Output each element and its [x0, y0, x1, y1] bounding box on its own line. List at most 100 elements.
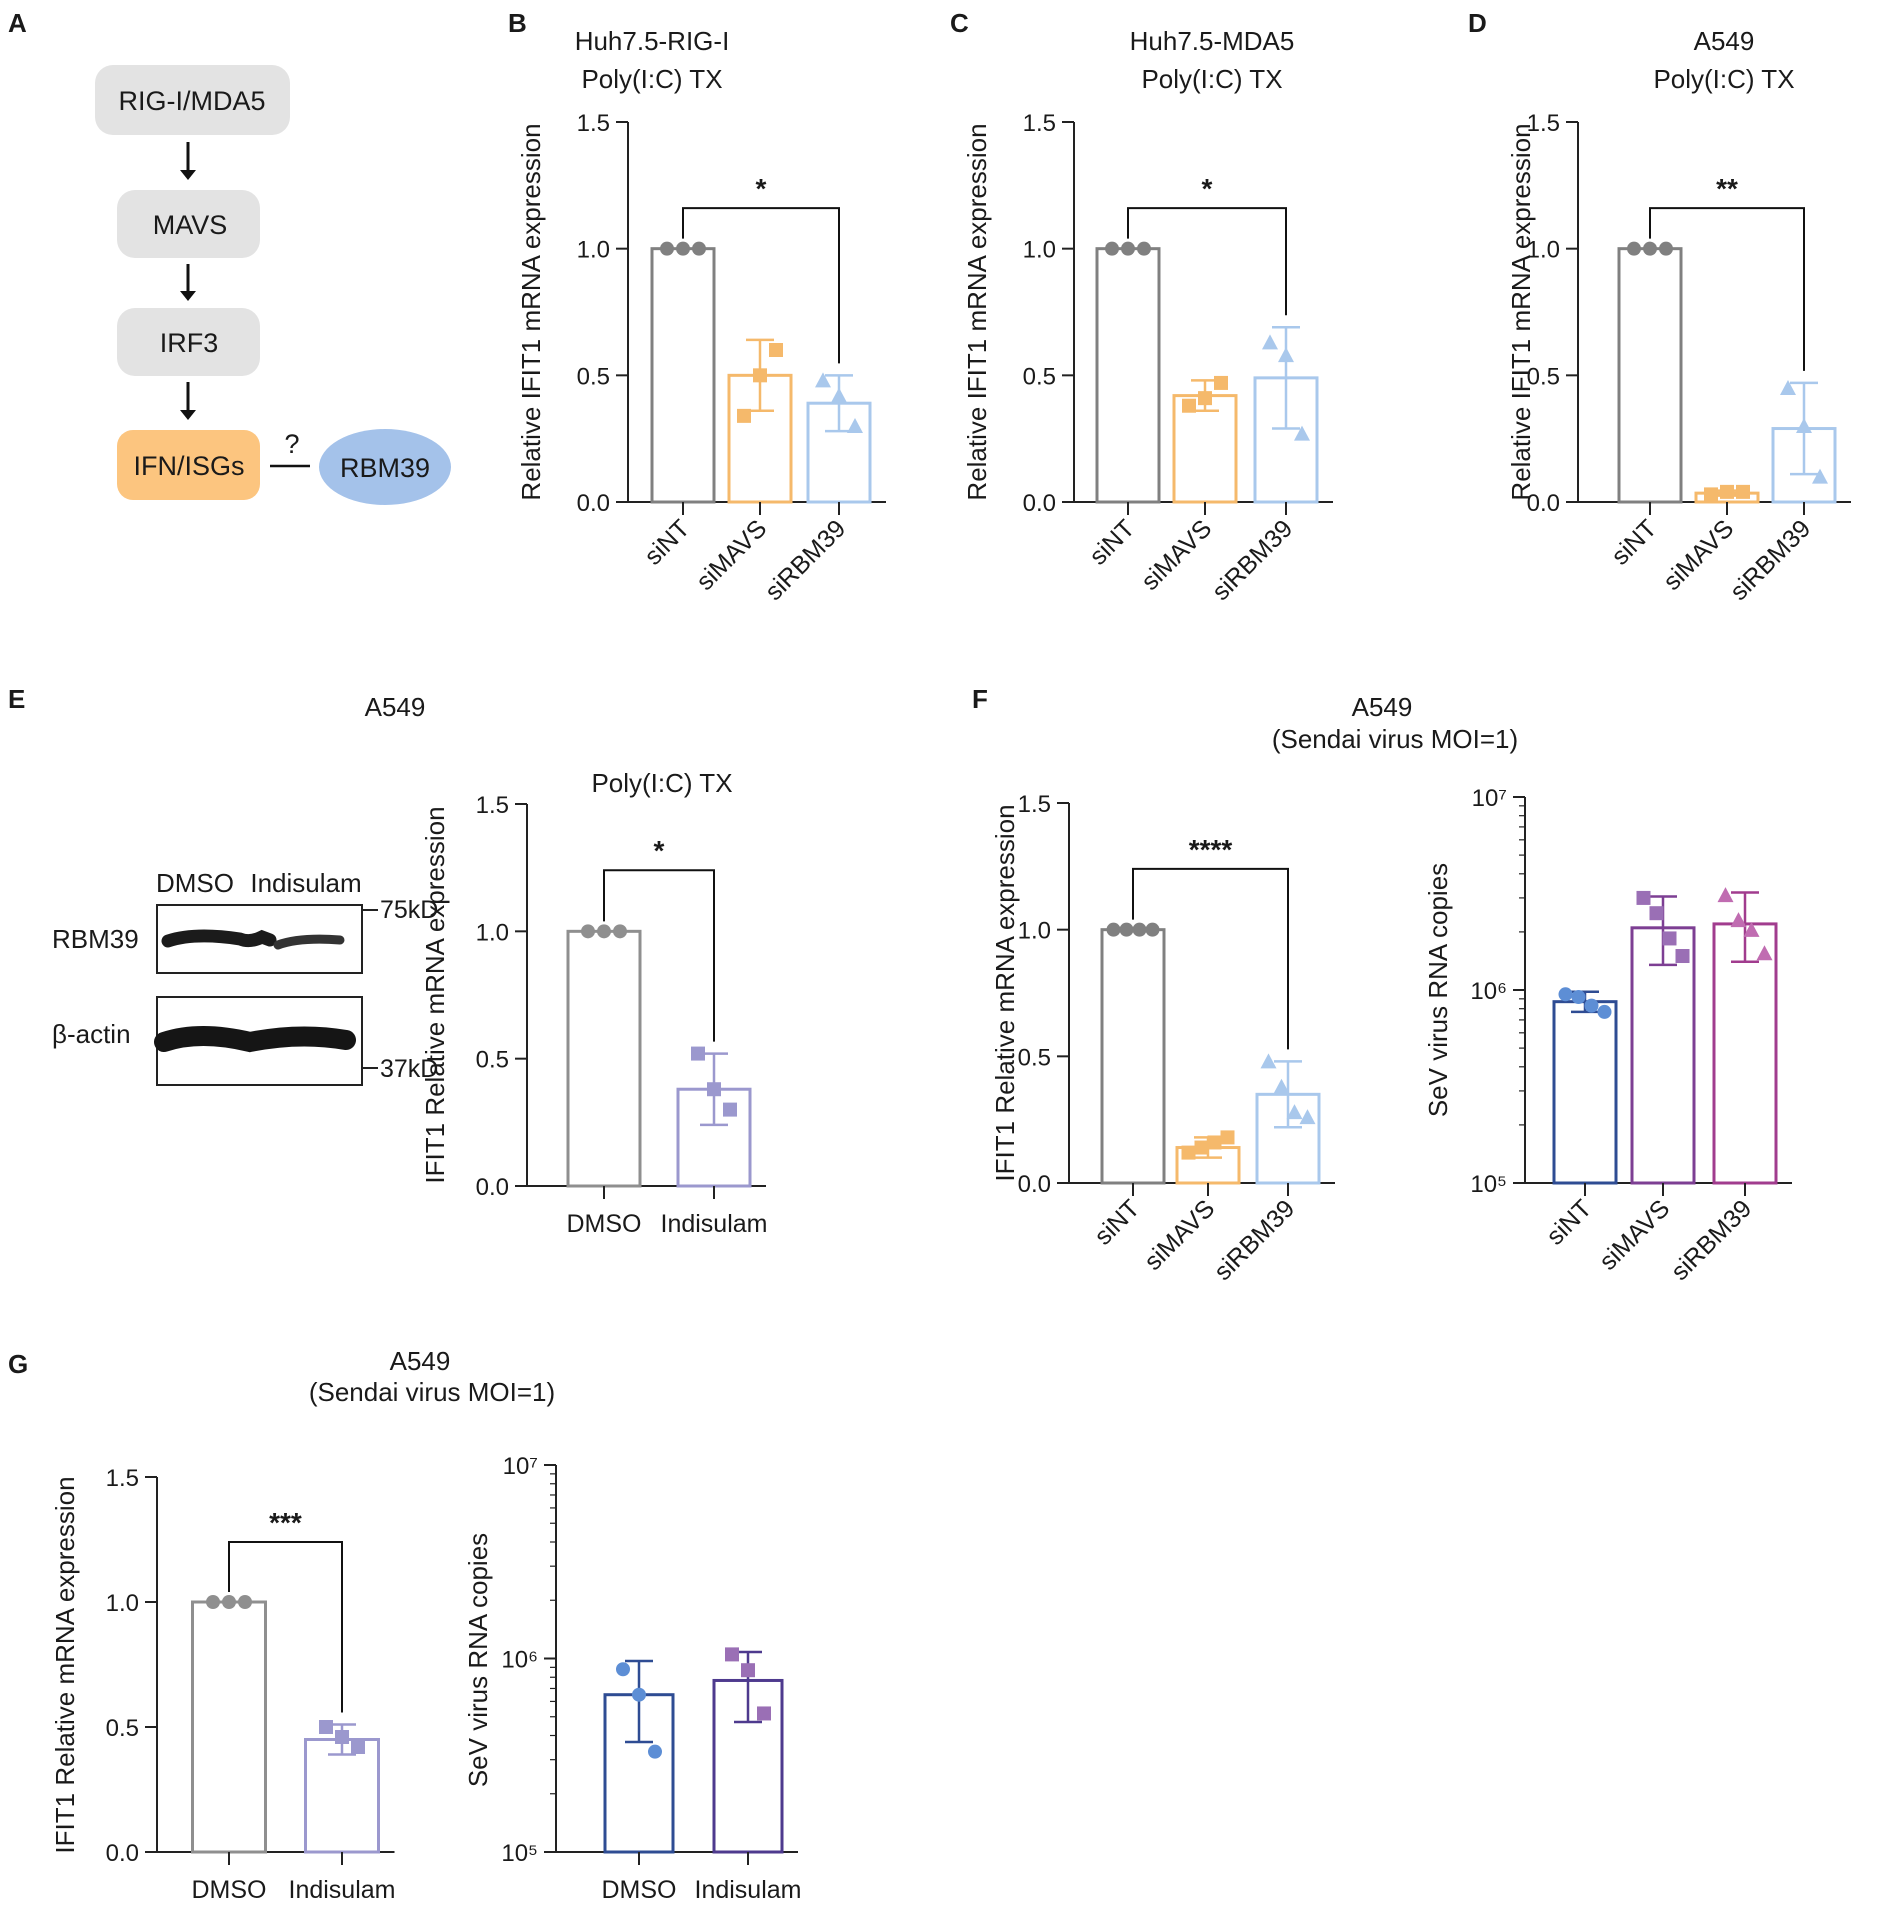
bar-C-siNT	[1095, 247, 1161, 504]
point-G1-DMSO-1	[222, 1595, 236, 1609]
y-tick-label-C-3: 1.5	[1023, 110, 1056, 137]
point-F1-siNT-2	[1132, 922, 1147, 937]
chart-B: B Huh7.5-RIG-I Poly(I:C) TX 0.0 0.5 1.0 1.5 Rel…	[508, 8, 886, 606]
y-tick-label-B-3: 1.5	[577, 110, 610, 137]
chart-G1: G 0.0 0.5 1.0 1.5 IFIT1 Relative mRNA express…	[8, 1349, 396, 1904]
point-D-siMAVS-2	[1736, 484, 1750, 499]
y-tick-label-G2-0: 10⁵	[501, 1840, 538, 1867]
significance-bracket-C	[1127, 207, 1287, 316]
significance-label-C: *	[1202, 173, 1213, 204]
category-label-F2-1: siMAVS	[1594, 1194, 1675, 1275]
chart-title-E-0: Poly(I:C) TX	[591, 768, 732, 798]
y-tick-label-F1-1: 0.5	[1018, 1044, 1051, 1071]
y-tick-label-F1-3: 1.5	[1018, 791, 1051, 818]
point-F2-siRBM39-0	[1717, 887, 1734, 903]
point-C-siRBM39-2	[1294, 425, 1310, 441]
point-G1-DMSO-2	[238, 1595, 252, 1609]
point-G2-DMSO-2	[648, 1744, 662, 1759]
y-tick-label-F2-1: 10⁶	[1470, 978, 1507, 1005]
point-D-siNT-1	[1643, 241, 1657, 256]
y-tick-label-B-0: 0.0	[577, 490, 610, 517]
y-tick-label-E-2: 1.0	[476, 919, 509, 946]
point-F1-siMAVS-0	[1181, 1145, 1196, 1160]
y-tick-label-F1-2: 1.0	[1018, 918, 1051, 945]
flow-node-ifn-box	[117, 430, 260, 500]
point-B-siNT-2	[692, 241, 706, 256]
blot-lane-indisulam: Indisulam	[250, 868, 361, 898]
point-F2-siMAVS-0	[1636, 890, 1651, 905]
panel-f-title-line2: (Sendai virus MOI=1)	[1272, 724, 1518, 754]
y-tick-label-D-1: 0.5	[1527, 363, 1560, 390]
blot-rbm39-band-indisulam	[273, 934, 345, 950]
point-D-siRBM39-2	[1812, 468, 1828, 484]
point-D-siRBM39-0	[1780, 380, 1796, 395]
y-axis-label-E: IFIT1 Relative mRNA expression	[420, 806, 450, 1183]
panel-g-title-line1: A549	[390, 1346, 451, 1376]
blot-row-rbm39: RBM39	[52, 924, 139, 954]
chart-title-B-1: Poly(I:C) TX	[581, 64, 722, 94]
bar-D-siNT	[1617, 247, 1683, 504]
category-label-F2-0: siNT	[1541, 1194, 1597, 1250]
y-tick-label-E-1: 0.5	[476, 1047, 509, 1074]
panel-label-G1: G	[8, 1349, 28, 1379]
point-G2-Indisulam-1	[741, 1663, 755, 1678]
point-D-siNT-2	[1659, 241, 1673, 256]
point-C-siMAVS-2	[1214, 375, 1228, 390]
flow-arrowhead-2	[180, 291, 196, 301]
chart-title-B-0: Huh7.5-RIG-I	[575, 26, 730, 56]
category-label-E-0: DMSO	[567, 1210, 642, 1238]
point-D-siMAVS-1	[1720, 484, 1734, 499]
point-C-siMAVS-1	[1198, 391, 1212, 406]
chart-C: C Huh7.5-MDA5 Poly(I:C) TX 0.0 0.5 1.0 1.5 Rela…	[950, 8, 1333, 606]
category-label-E-1: Indisulam	[661, 1210, 768, 1238]
y-tick-label-E-3: 1.5	[476, 792, 509, 819]
point-C-siRBM39-1	[1278, 347, 1294, 363]
point-C-siNT-1	[1121, 241, 1135, 256]
flow-node-rig-box	[95, 65, 290, 135]
y-tick-label-G2-2: 10⁷	[503, 1453, 538, 1480]
category-label-B-2: siRBM39	[760, 514, 852, 606]
point-B-siNT-1	[676, 241, 690, 256]
point-G1-Indisulam-1	[335, 1730, 349, 1744]
bar-E-DMSO	[566, 929, 642, 1188]
point-D-siNT-0	[1627, 241, 1641, 256]
point-G1-DMSO-0	[206, 1595, 220, 1609]
blot-marker-75: 75kD	[380, 896, 438, 924]
significance-bracket-F1	[1132, 867, 1289, 1050]
category-label-D-2: siRBM39	[1725, 514, 1817, 606]
category-label-B-0: siNT	[639, 514, 695, 570]
panel-a-label: A	[8, 8, 27, 38]
point-C-siMAVS-0	[1182, 398, 1196, 413]
panel-g-title-line2: (Sendai virus MOI=1)	[309, 1377, 555, 1407]
category-label-G2-1: Indisulam	[695, 1876, 802, 1904]
chart-F2: 10⁵ 10⁶ 10⁷ SeV virus RNA copies siNTsiMAVSs…	[1423, 785, 1792, 1286]
category-label-C-0: siNT	[1084, 514, 1140, 570]
panel-f-title-line1: A549	[1352, 692, 1413, 722]
flow-question-mark: ?	[284, 429, 299, 459]
point-G1-Indisulam-0	[319, 1720, 333, 1734]
flow-arrowhead-3	[180, 410, 196, 420]
point-F2-siRBM39-3	[1756, 945, 1773, 961]
point-B-siNT-0	[660, 241, 674, 256]
significance-bracket-E	[603, 869, 715, 1042]
y-tick-label-G1-3: 1.5	[106, 1465, 139, 1492]
point-G2-Indisulam-0	[725, 1647, 739, 1662]
panel-e-blot: A549 DMSO Indisulam RBM39 β-actin 75kD 3…	[52, 692, 438, 1086]
panel-a-diagram: A RIG-I/MDA5 MAVS IRF3 IFN/ISGs ? RBM39	[8, 8, 451, 505]
flow-node-mavs-label: MAVS	[153, 210, 228, 240]
chart-G2: 10⁵ 10⁶ 10⁷ SeV virus RNA copies DMSO Indisul…	[463, 1453, 802, 1904]
y-axis-label-D: Relative IFIT1 mRNA expression	[1506, 123, 1536, 500]
y-tick-label-G1-0: 0.0	[106, 1840, 139, 1867]
flow-node-ifn-label: IFN/ISGs	[133, 451, 244, 481]
panel-label-C: C	[950, 8, 969, 38]
point-B-siRBM39-2	[847, 418, 863, 433]
bar-F1-siNT	[1100, 928, 1166, 1185]
blot-rbm39-band-dmso	[161, 929, 277, 948]
flow-node-mavs-box	[117, 190, 260, 258]
point-C-siNT-2	[1137, 241, 1151, 256]
category-label-C-2: siRBM39	[1207, 514, 1299, 606]
y-tick-label-C-2: 1.0	[1023, 237, 1056, 264]
